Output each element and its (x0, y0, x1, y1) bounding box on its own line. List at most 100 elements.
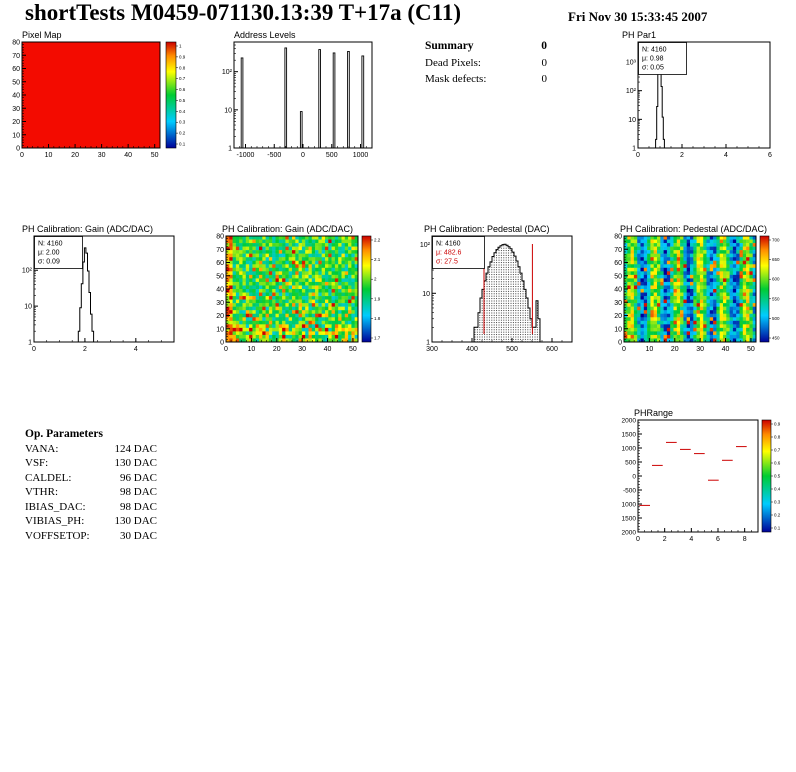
dead-pixels-label: Dead Pixels: (425, 57, 481, 69)
svg-text:500: 500 (326, 152, 338, 159)
svg-text:20: 20 (71, 152, 79, 159)
svg-text:μ: 2.00: μ: 2.00 (38, 250, 60, 257)
svg-text:40: 40 (12, 93, 20, 100)
pixel-map-plot: Pixel Map 0 10 20 30 40 50 0 10 20 30 40 50 60 70 80 1 0… (8, 28, 208, 160)
svg-text:0.2: 0.2 (774, 513, 781, 518)
svg-text:80: 80 (614, 234, 622, 241)
svg-text:30: 30 (216, 300, 224, 307)
svg-text:0: 0 (632, 474, 636, 481)
svg-text:1: 1 (28, 340, 32, 347)
svg-text:0.3: 0.3 (179, 120, 186, 125)
gain-hist-canvas: 0 2 4 1 10 10² N: 4160 μ: 2.00 σ: 0.09 (22, 235, 175, 353)
svg-text:30: 30 (298, 346, 306, 353)
svg-text:30: 30 (614, 300, 622, 307)
svg-text:0: 0 (32, 346, 36, 353)
svg-text:10: 10 (216, 326, 224, 333)
dead-pixels-value: 0 (541, 57, 548, 69)
svg-text:70: 70 (12, 53, 20, 60)
svg-text:1.7: 1.7 (374, 336, 381, 341)
svg-text:600: 600 (546, 346, 558, 353)
svg-text:0: 0 (301, 152, 305, 159)
address-levels-canvas: -1000 -500 0 500 1000 1 10 10² (222, 41, 373, 159)
svg-text:20: 20 (273, 346, 281, 353)
ph-range-plot: PHRange 0 2 4 6 8 2000 1500 1000 500 0 -500 1000 150… (604, 404, 796, 544)
svg-text:10: 10 (645, 346, 653, 353)
svg-text:70: 70 (216, 247, 224, 254)
plot-title: Pixel Map (22, 30, 62, 40)
plot-title: PH Calibration: Pedestal (DAC) (424, 224, 550, 234)
svg-text:0: 0 (618, 340, 622, 347)
svg-text:N: 4160: N: 4160 (642, 47, 667, 54)
pixel-map-canvas: 0 10 20 30 40 50 0 10 20 30 40 50 60 70 80 1 0.9 0.8 0.7 0.… (12, 40, 186, 160)
svg-text:0.7: 0.7 (179, 76, 186, 81)
plot-title: PHRange (634, 408, 674, 418)
svg-text:2: 2 (374, 277, 377, 282)
param-value: 130 DAC (114, 515, 157, 527)
svg-text:2: 2 (663, 536, 667, 543)
svg-text:0: 0 (20, 152, 24, 159)
svg-text:0.1: 0.1 (179, 142, 186, 147)
param-label: IBIAS_DAC: (25, 500, 86, 513)
svg-text:2000: 2000 (622, 418, 637, 425)
svg-text:50: 50 (151, 152, 159, 159)
svg-text:1: 1 (228, 146, 232, 153)
svg-text:40: 40 (722, 346, 730, 353)
svg-text:-500: -500 (623, 488, 636, 495)
svg-text:0.5: 0.5 (774, 474, 781, 479)
svg-text:N: 4160: N: 4160 (436, 241, 461, 248)
svg-text:4: 4 (689, 536, 693, 543)
svg-text:2: 2 (83, 346, 87, 353)
svg-text:0.1: 0.1 (774, 526, 781, 531)
svg-text:50: 50 (12, 79, 20, 86)
svg-text:0.4: 0.4 (179, 109, 186, 114)
svg-text:0: 0 (622, 346, 626, 353)
page-title: shortTests M0459-071130.13:39 T+17a (C11… (25, 0, 462, 25)
svg-text:0: 0 (636, 152, 640, 159)
svg-text:1: 1 (632, 146, 636, 153)
svg-text:500: 500 (506, 346, 518, 353)
svg-text:550: 550 (772, 296, 780, 301)
param-value: 30 DAC (120, 529, 157, 542)
ph-par1-plot: PH Par1 0 2 4 6 1 10 10² 10³ N: 4160 μ: 0.98 σ: 0.… (612, 28, 792, 160)
gain-map-plot: PH Calibration: Gain (ADC/DAC) 0 10 20 30 40… (212, 216, 408, 354)
svg-text:1: 1 (426, 340, 430, 347)
svg-text:20: 20 (614, 313, 622, 320)
plot-title: PH Calibration: Pedestal (ADC/DAC) (620, 224, 768, 234)
param-value: 130 DAC (114, 457, 157, 469)
svg-text:μ: 0.98: μ: 0.98 (642, 56, 664, 63)
svg-text:0.6: 0.6 (179, 87, 186, 92)
svg-text:6: 6 (768, 152, 772, 159)
plot-title: PH Par1 (622, 30, 657, 40)
svg-text:10: 10 (628, 117, 636, 124)
param-value: 96 DAC (120, 471, 157, 484)
svg-text:2.2: 2.2 (374, 238, 381, 243)
svg-text:10²: 10² (22, 268, 33, 275)
svg-text:1.8: 1.8 (374, 316, 381, 321)
svg-text:10: 10 (614, 326, 622, 333)
svg-text:30: 30 (696, 346, 704, 353)
param-value: 98 DAC (120, 486, 157, 498)
svg-text:6: 6 (716, 536, 720, 543)
svg-text:1: 1 (179, 44, 182, 49)
svg-text:0.7: 0.7 (774, 448, 781, 453)
op-parameters-block: Op. Parameters VANA: 124 DAC VSF: 130 DA… (25, 428, 157, 544)
ph-par1-canvas: 0 2 4 6 1 10 10² 10³ N: 4160 μ: 0.98 σ: 0.05 (626, 41, 772, 159)
svg-text:1.9: 1.9 (374, 296, 381, 301)
svg-text:50: 50 (747, 346, 755, 353)
svg-text:300: 300 (426, 346, 438, 353)
svg-text:40: 40 (124, 152, 132, 159)
svg-text:600: 600 (772, 277, 780, 282)
plot-title: PH Calibration: Gain (ADC/DAC) (222, 224, 354, 234)
svg-text:1000: 1000 (622, 502, 637, 509)
param-label: VANA: (25, 442, 59, 455)
address-levels-plot: Address Levels -1000 -500 0 500 1000 1 10 10² (218, 28, 386, 160)
svg-text:50: 50 (349, 346, 357, 353)
svg-text:σ: 27.5: σ: 27.5 (436, 259, 458, 266)
param-label: VIBIAS_PH: (25, 515, 85, 527)
svg-text:450: 450 (772, 336, 780, 341)
svg-text:30: 30 (98, 152, 106, 159)
svg-text:4: 4 (724, 152, 728, 159)
svg-text:30: 30 (12, 106, 20, 113)
ph-range-canvas: 0 2 4 6 8 2000 1500 1000 500 0 -500 1000 1500 2000 0.9… (622, 418, 781, 544)
svg-text:0.8: 0.8 (179, 65, 186, 70)
